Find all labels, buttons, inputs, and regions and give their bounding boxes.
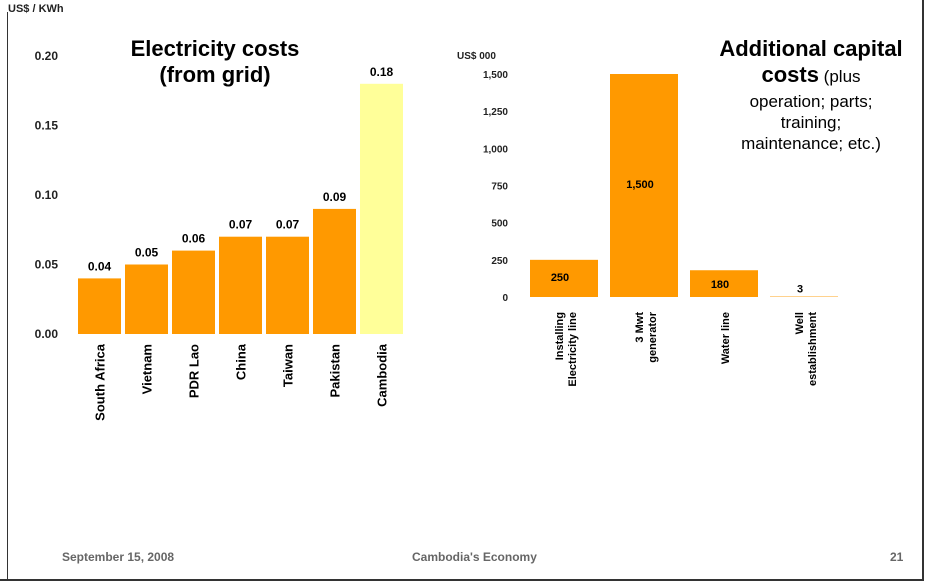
right-bar-value-label: 180 bbox=[711, 279, 729, 291]
right-bar-0 bbox=[530, 259, 598, 297]
left-category-label: Taiwan bbox=[281, 344, 296, 387]
left-y-tick-label: 0.00 bbox=[35, 327, 59, 341]
right-bar-value-label: 250 bbox=[551, 272, 569, 284]
right-y-tick-label: 0 bbox=[502, 293, 508, 304]
left-category-label: PDR Lao bbox=[187, 344, 202, 398]
right-y-tick-label: 750 bbox=[491, 182, 508, 193]
footer-date: September 15, 2008 bbox=[62, 550, 175, 564]
right-category-label: Well bbox=[794, 312, 806, 334]
left-bar-value-label: 0.09 bbox=[323, 190, 347, 204]
left-category-label: Pakistan bbox=[328, 344, 343, 398]
left-chart-y-unit: US$ / KWh bbox=[8, 3, 64, 15]
left-y-tick-label: 0.05 bbox=[35, 258, 59, 272]
right-y-tick-label: 1,250 bbox=[483, 107, 508, 118]
left-bar-value-label: 0.05 bbox=[135, 246, 159, 260]
left-bar-value-label: 0.18 bbox=[370, 65, 394, 79]
right-chart-title-line3: operation; parts; bbox=[749, 92, 873, 111]
right-chart-title-plus: (plus bbox=[818, 67, 861, 86]
right-chart-y-unit: US$ 000 bbox=[457, 51, 496, 62]
right-y-tick-label: 1,500 bbox=[483, 70, 508, 81]
right-chart-title-line2: costs (plus bbox=[700, 62, 922, 91]
left-chart-title: Electricity costs (from grid) bbox=[100, 36, 330, 88]
left-bar-2 bbox=[172, 250, 215, 334]
right-category-label: generator bbox=[647, 311, 659, 362]
left-category-label: Cambodia bbox=[375, 343, 390, 407]
right-category-label: Water line bbox=[720, 312, 732, 364]
left-bar-1 bbox=[125, 264, 168, 334]
left-y-tick-label: 0.10 bbox=[35, 188, 59, 202]
slide-left-border bbox=[7, 12, 8, 580]
left-category-label: South Africa bbox=[93, 343, 108, 421]
left-y-tick-label: 0.20 bbox=[35, 49, 59, 63]
right-chart-title-line1: Additional capital bbox=[719, 36, 903, 61]
right-category-label: establishment bbox=[807, 312, 819, 386]
right-chart-title-line5: maintenance; etc.) bbox=[741, 134, 881, 153]
left-y-tick-label: 0.15 bbox=[35, 119, 59, 133]
left-bar-4 bbox=[266, 236, 309, 334]
left-bar-3 bbox=[219, 236, 262, 334]
right-category-label: Electricity line bbox=[567, 312, 579, 387]
left-bar-6 bbox=[360, 83, 403, 334]
left-bar-value-label: 0.06 bbox=[182, 232, 206, 246]
left-bar-value-label: 0.07 bbox=[229, 218, 253, 232]
right-y-tick-label: 250 bbox=[491, 256, 508, 267]
right-bar-2 bbox=[690, 270, 758, 297]
page-number: 21 bbox=[890, 550, 904, 564]
left-bar-value-label: 0.07 bbox=[276, 218, 300, 232]
right-chart-title-line4: training; bbox=[780, 113, 842, 132]
right-chart-title: Additional capital costs (plus operation… bbox=[700, 36, 922, 154]
right-chart-title-costs: costs bbox=[761, 62, 819, 87]
footer-title: Cambodia's Economy bbox=[412, 550, 537, 564]
left-bar-value-label: 0.04 bbox=[88, 259, 112, 273]
left-chart-title-line1: Electricity costs bbox=[130, 36, 300, 61]
left-category-label: China bbox=[234, 343, 249, 380]
left-bar-0 bbox=[78, 278, 121, 334]
right-bar-1 bbox=[610, 74, 678, 297]
right-category-label: 3 Mwt bbox=[634, 312, 646, 343]
left-chart-title-line2: (from grid) bbox=[159, 62, 271, 87]
right-y-tick-label: 500 bbox=[491, 219, 508, 230]
right-bar-value-label: 3 bbox=[797, 284, 803, 296]
right-category-label: Installing bbox=[554, 312, 566, 360]
right-bar-value-label: 1,500 bbox=[626, 179, 654, 191]
right-y-tick-label: 1,000 bbox=[483, 144, 508, 155]
left-bar-5 bbox=[313, 208, 356, 334]
left-category-label: Vietnam bbox=[140, 344, 155, 394]
